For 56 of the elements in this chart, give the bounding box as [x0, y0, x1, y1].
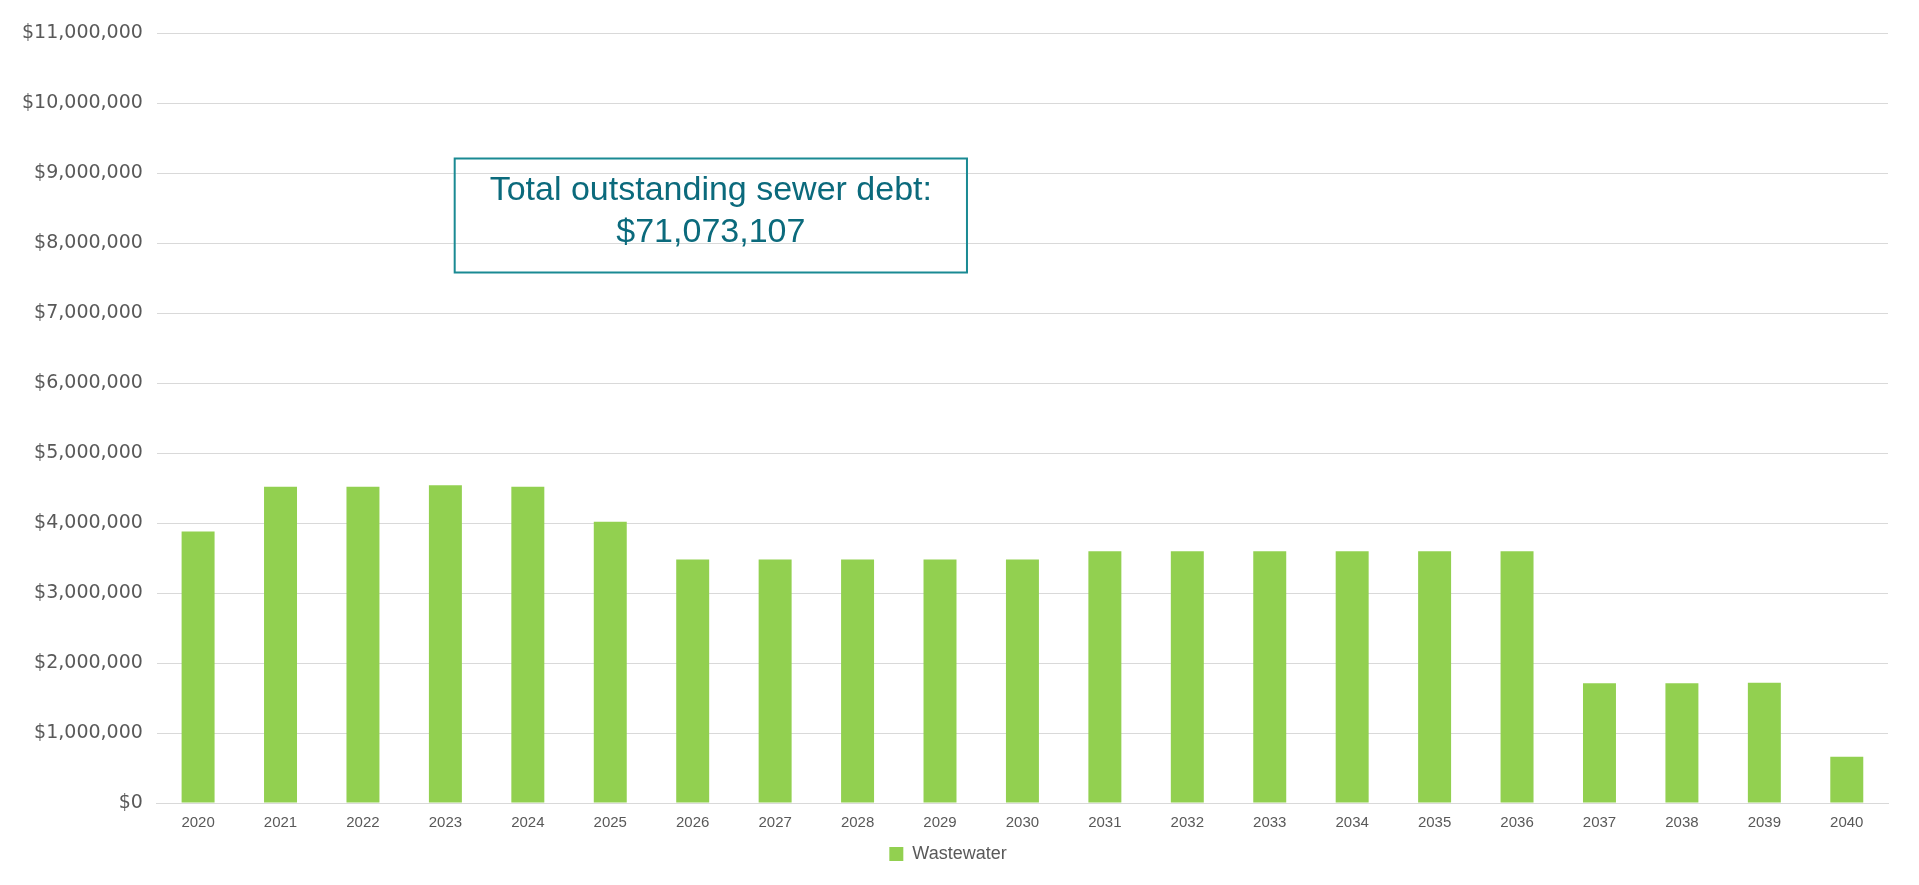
bar	[1747, 682, 1781, 803]
y-tick-label: $9,000,000	[34, 160, 143, 183]
bar	[593, 521, 627, 803]
x-tick-label: 2030	[1005, 813, 1040, 831]
bar	[1170, 551, 1204, 803]
x-tick-label: 2027	[758, 813, 792, 831]
bar	[1582, 683, 1616, 803]
bar	[1500, 551, 1534, 803]
x-tick-label: 2040	[1830, 813, 1864, 831]
y-tick-label: $11,000,000	[22, 20, 143, 43]
y-tick-label: $8,000,000	[34, 230, 143, 253]
x-tick-label: 2031	[1088, 813, 1122, 831]
bar	[428, 485, 462, 803]
bar	[181, 531, 215, 803]
y-tick-label: $5,000,000	[34, 440, 143, 463]
y-tick-label: $1,000,000	[34, 719, 143, 742]
bar	[923, 559, 957, 803]
x-tick-label: 2026	[676, 813, 710, 831]
x-tick-label: 2029	[923, 813, 957, 831]
y-tick-label: $4,000,000	[34, 510, 143, 533]
x-tick-label: 2036	[1500, 813, 1534, 831]
bar	[1005, 559, 1039, 803]
bar	[511, 486, 545, 803]
bar	[1418, 551, 1452, 803]
y-tick-label: $10,000,000	[22, 90, 143, 113]
x-tick-label: 2034	[1335, 813, 1369, 831]
x-tick-label: 2032	[1170, 813, 1204, 831]
y-tick-label: $2,000,000	[34, 650, 143, 673]
x-tick-label: 2038	[1665, 813, 1699, 831]
x-tick-label: 2039	[1747, 813, 1782, 831]
bar	[1253, 551, 1287, 803]
y-tick-label: $3,000,000	[34, 580, 143, 603]
x-tick-label: 2021	[263, 813, 298, 831]
bar	[1088, 551, 1122, 803]
x-tick-label: 2025	[593, 813, 627, 831]
bar	[841, 559, 875, 803]
x-tick-label: 2023	[428, 813, 463, 831]
bar	[758, 559, 792, 803]
x-tick-label: 2033	[1253, 813, 1287, 831]
y-tick-label: $6,000,000	[34, 370, 143, 393]
bar	[676, 559, 710, 803]
bar	[264, 486, 298, 803]
y-tick-label: $0	[118, 789, 143, 812]
x-tick-label: 2024	[511, 813, 545, 831]
x-tick-label: 2020	[181, 813, 215, 831]
bar	[1335, 551, 1369, 803]
x-tick-label: 2028	[840, 813, 875, 831]
annotation: Total outstanding sewer debt: $71,073,107	[489, 168, 932, 249]
x-tick-label: 2037	[1582, 813, 1617, 831]
x-tick-label: 2022	[346, 813, 380, 831]
legend-label: Wastewater	[912, 842, 1007, 863]
x-tick-label: 2035	[1417, 813, 1452, 831]
y-tick-label: $7,000,000	[34, 300, 143, 323]
bar	[1830, 756, 1864, 803]
bar	[346, 486, 380, 803]
bar	[1665, 683, 1699, 803]
